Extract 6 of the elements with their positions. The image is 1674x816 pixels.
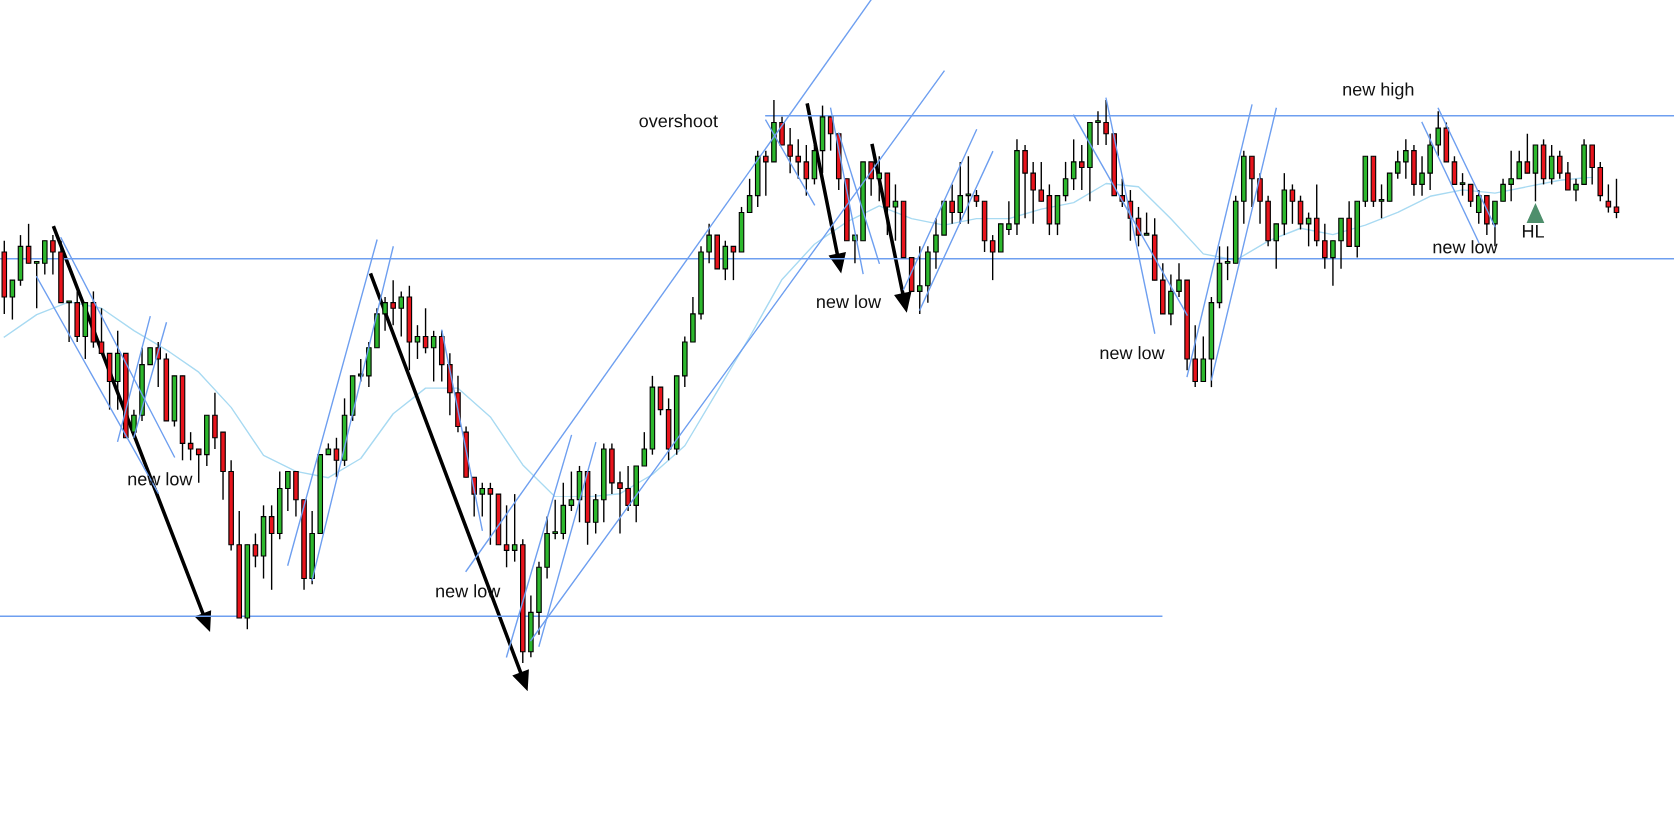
annotation: new low (1433, 240, 1498, 254)
annotation: HL (1522, 225, 1544, 238)
annotation: overshoot (639, 114, 718, 128)
text: new high (1343, 82, 1414, 100)
annotation: new low (1100, 346, 1165, 360)
annotation: new low (817, 294, 882, 309)
